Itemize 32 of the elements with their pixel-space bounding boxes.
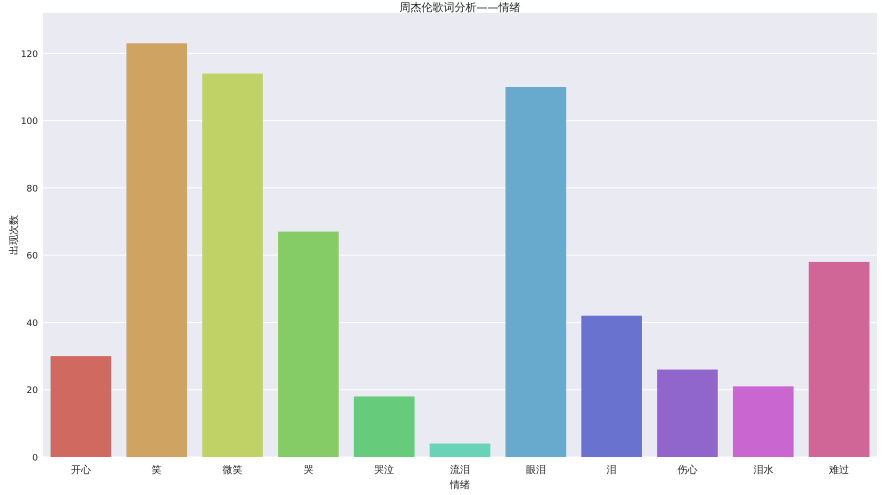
x-axis-title: 情绪 [449,479,470,491]
bar [581,316,642,457]
x-tick-label: 眼泪 [526,464,546,476]
x-tick-label: 哭 [303,465,314,476]
bar [657,370,718,457]
x-tick-label: 哭泣 [374,464,394,476]
bar [732,386,794,457]
y-tick-label: 20 [26,386,38,396]
bar [278,232,339,457]
bar [202,74,263,457]
x-tick-label: 伤心 [677,464,698,476]
bar [50,356,112,457]
bar [808,262,870,457]
x-tick-label: 流泪 [450,464,470,476]
y-tick-label: 120 [20,50,38,60]
x-tick-label: 笑 [152,464,162,476]
x-tick-label: 难过 [829,464,850,476]
y-tick-label: 80 [26,184,38,194]
x-tick-label: 开心 [70,464,91,476]
y-tick-label: 100 [20,117,38,128]
y-tick-label: 0 [32,454,38,464]
chart-title: 周杰伦歌词分析——情绪 [400,1,520,14]
y-tick-label: 60 [26,252,38,262]
y-axis-title: 出现次数 [8,215,20,255]
x-tick-label: 泪水 [753,464,774,476]
bar [505,87,566,457]
x-tick-label: 微笑 [222,464,243,476]
y-tick-label: 40 [26,318,38,329]
x-tick-label: 泪 [606,464,617,476]
bar [126,43,188,457]
bar [430,444,490,457]
bar [354,396,415,457]
